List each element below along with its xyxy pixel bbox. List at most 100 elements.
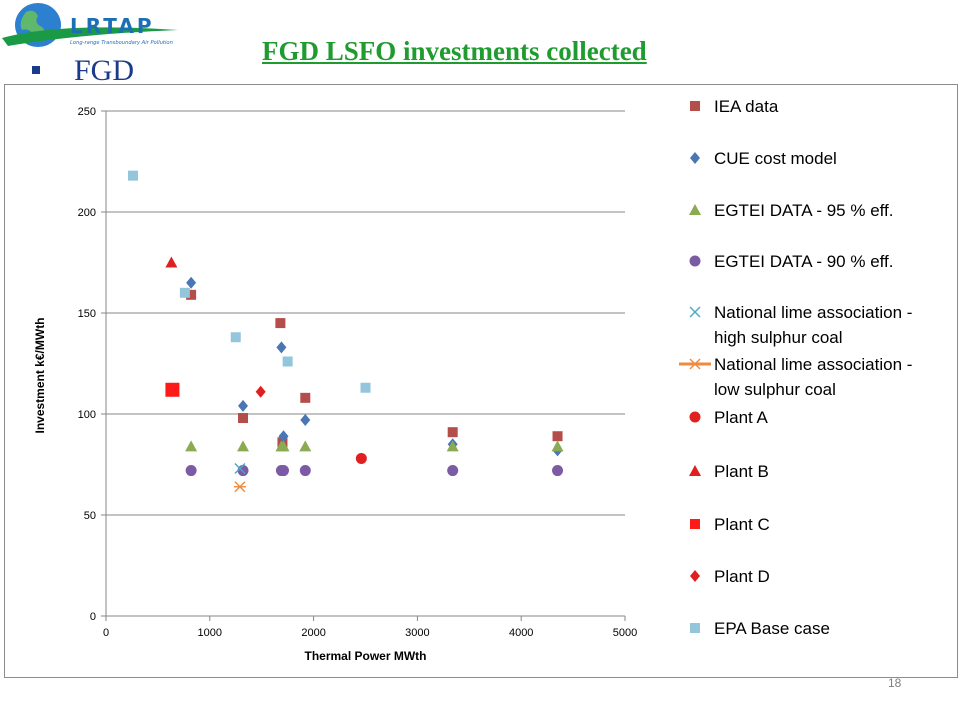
data-point-series-7: [165, 256, 178, 268]
data-point-series-0: [552, 431, 563, 442]
marker-shape: [690, 152, 700, 164]
page-number: 18: [888, 676, 902, 690]
bullet-marker: [32, 66, 40, 74]
marker-shape: [185, 440, 198, 452]
data-point-series-3: [552, 465, 564, 477]
data-point-series-8: [165, 382, 180, 397]
marker-shape: [282, 356, 293, 367]
data-point-series-10: [230, 332, 241, 343]
y-tick-label: 0: [90, 611, 96, 623]
data-point-series-3: [277, 465, 289, 477]
legend-marker: [690, 101, 700, 111]
marker-shape: [165, 256, 178, 268]
y-axis-label: Investment k€/MWth: [33, 317, 47, 433]
data-point-series-1: [186, 276, 197, 289]
data-point-series-10: [127, 170, 138, 181]
data-point-series-9: [255, 385, 266, 398]
marker-shape: [447, 427, 458, 438]
marker-shape: [277, 440, 290, 452]
legend-marker: [690, 570, 700, 582]
y-tick-label: 250: [78, 106, 96, 118]
x-tick-label: 1000: [198, 627, 222, 639]
marker-shape: [552, 431, 563, 442]
x-tick-label: 4000: [509, 627, 533, 639]
logo-subtitle: Long-range Transboundary Air Pollution: [70, 40, 173, 46]
marker-shape: [179, 287, 190, 298]
data-point-series-2: [299, 440, 312, 452]
marker-shape: [278, 430, 289, 443]
legend-marker: [689, 465, 701, 476]
x-tick-label: 5000: [613, 627, 637, 639]
legend-label: Plant B: [714, 462, 769, 481]
legend-marker: [690, 152, 700, 164]
legend-label: CUE cost model: [714, 149, 837, 168]
data-point-series-4: [234, 463, 246, 475]
marker-shape: [689, 204, 701, 215]
legend-marker: [689, 204, 701, 215]
legend-label: EGTEI DATA - 90 % eff.: [714, 252, 894, 271]
marker-shape: [237, 465, 249, 477]
data-point-series-10: [179, 287, 190, 298]
marker-shape: [230, 332, 241, 343]
legend-label: Plant C: [714, 515, 770, 534]
data-point-series-1: [238, 399, 249, 412]
marker-shape: [275, 318, 286, 329]
legend-label-line2: low sulphur coal: [714, 380, 836, 399]
legend-marker: [689, 255, 701, 267]
marker-shape: [237, 440, 250, 452]
marker-shape: [185, 465, 197, 477]
data-point-series-1: [278, 430, 289, 443]
marker-shape: [238, 399, 249, 412]
x-tick-label: 0: [103, 627, 109, 639]
data-point-series-2: [277, 440, 290, 452]
y-tick-label: 200: [78, 207, 96, 219]
marker-shape: [689, 255, 701, 267]
data-point-series-0: [238, 413, 249, 424]
legend-marker: [689, 411, 701, 423]
marker-shape: [300, 414, 311, 427]
marker-shape: [355, 452, 367, 464]
scatter-chart: 0 50 100 150 200 250 0 1000 2000 3000 4000 5000 Ther…: [33, 97, 912, 663]
data-point-series-5: [233, 481, 246, 493]
marker-shape: [690, 519, 700, 529]
marker-shape: [360, 382, 371, 393]
marker-shape: [689, 465, 701, 476]
x-tick-label: 2000: [301, 627, 325, 639]
marker-shape: [276, 341, 287, 354]
legend-label: EGTEI DATA - 95 % eff.: [714, 201, 894, 220]
y-tick-label: 150: [78, 308, 96, 320]
legend-label: EPA Base case: [714, 619, 830, 638]
bullet-text: FGD: [74, 54, 135, 87]
legend-label: Plant D: [714, 567, 770, 586]
marker-shape: [277, 465, 289, 477]
legend-label: National lime association -: [714, 303, 912, 322]
marker-shape: [447, 465, 459, 477]
data-point-series-2: [551, 440, 564, 452]
data-point-series-3: [447, 465, 459, 477]
legend-marker: [689, 306, 701, 318]
marker-shape: [234, 463, 246, 475]
legend-marker: [690, 519, 700, 529]
data-point-series-2: [185, 440, 198, 452]
data-point-series-3: [299, 465, 311, 477]
legend-marker: [690, 623, 700, 633]
y-tick-label: 50: [84, 510, 96, 522]
y-tick-label: 100: [78, 409, 96, 421]
swoosh-shape: [2, 27, 178, 46]
data-point-series-0: [300, 392, 311, 403]
data-point-series-3: [185, 465, 197, 477]
marker-shape: [165, 382, 180, 397]
data-point-series-3: [237, 465, 249, 477]
data-point-series-10: [360, 382, 371, 393]
logo-text: LRTAP: [70, 14, 154, 38]
data-point-series-10: [282, 356, 293, 367]
marker-shape: [186, 276, 197, 289]
data-point-series-0: [275, 318, 286, 329]
marker-shape: [552, 465, 564, 477]
marker-shape: [690, 623, 700, 633]
slide-title: FGD LSFO investments collected: [262, 36, 647, 66]
marker-shape: [255, 385, 266, 398]
data-point-series-1: [300, 414, 311, 427]
marker-shape: [238, 413, 249, 424]
data-point-series-0: [186, 289, 197, 300]
